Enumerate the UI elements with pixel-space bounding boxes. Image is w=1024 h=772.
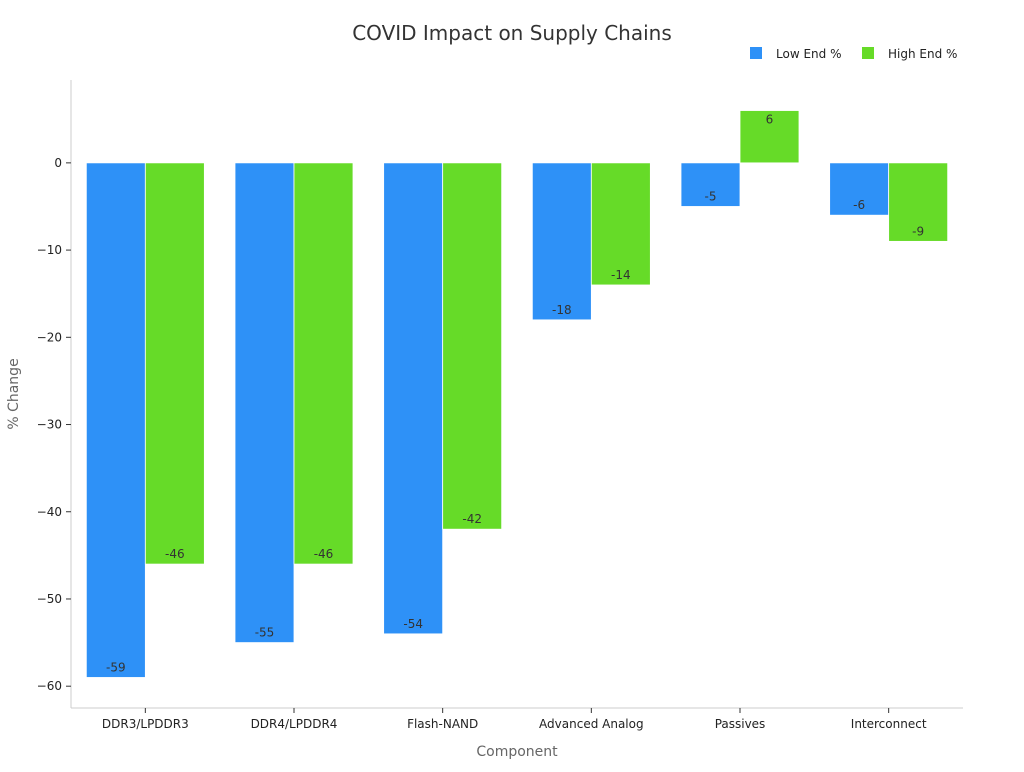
- x-tick-label: Passives: [715, 717, 766, 731]
- y-tick-label: −60: [37, 679, 62, 693]
- y-axis-label: % Change: [6, 358, 22, 429]
- data-label-high-end: -9: [912, 224, 924, 238]
- bar-high-end: [144, 162, 205, 565]
- bar-high-end: [739, 110, 800, 164]
- bar-low-end: [85, 162, 146, 678]
- data-label-low-end: -55: [255, 626, 275, 640]
- y-tick-label: −20: [37, 330, 62, 344]
- legend: Low End % High End %: [750, 47, 957, 61]
- data-label-high-end: -14: [611, 268, 631, 282]
- data-label-high-end: 6: [766, 113, 774, 127]
- data-label-low-end: -5: [705, 189, 717, 203]
- bar-high-end: [442, 162, 503, 530]
- y-tick-label: −50: [37, 592, 62, 606]
- chart-title: COVID Impact on Supply Chains: [352, 21, 672, 45]
- data-labels: -59 -55 -54 -18 -5 -6 -46 -46 -42 -14 6 -9: [106, 113, 924, 675]
- y-tick-label: −10: [37, 243, 62, 257]
- data-label-high-end: -42: [462, 512, 482, 526]
- legend-label-low-end: Low End %: [776, 47, 841, 61]
- y-tick-label: −40: [37, 505, 62, 519]
- legend-swatch-high-end: [862, 47, 874, 59]
- bar-low-end: [680, 162, 741, 207]
- data-label-high-end: -46: [165, 547, 185, 561]
- bar-high-end: [590, 162, 651, 286]
- legend-label-high-end: High End %: [888, 47, 957, 61]
- x-tick-label: Flash-NAND: [407, 717, 478, 731]
- x-axis: DDR3/LPDDR3 DDR4/LPDDR4 Flash-NAND Advanced…: [71, 707, 963, 731]
- bar-low-end: [383, 162, 444, 635]
- y-tick-label: −30: [37, 418, 62, 432]
- x-tick-label: DDR3/LPDDR3: [102, 717, 189, 731]
- x-tick-label: Advanced Analog: [539, 717, 644, 731]
- bars: [85, 110, 949, 678]
- x-axis-label: Component: [476, 744, 558, 760]
- bar-high-end: [293, 162, 354, 565]
- data-label-low-end: -59: [106, 660, 126, 674]
- data-label-low-end: -54: [403, 617, 423, 631]
- bar-high-end: [888, 162, 949, 242]
- y-tick-label: 0: [54, 156, 62, 170]
- data-label-low-end: -6: [853, 198, 865, 212]
- bar-low-end: [531, 162, 592, 321]
- legend-swatch-low-end: [750, 47, 762, 59]
- x-tick-label: DDR4/LPDDR4: [251, 717, 338, 731]
- x-tick-label: Interconnect: [851, 717, 927, 731]
- data-label-low-end: -18: [552, 303, 572, 317]
- bar-low-end: [234, 162, 295, 643]
- data-label-high-end: -46: [314, 547, 334, 561]
- y-axis: 0 −10 −20 −30 −40 −50 −60: [37, 80, 72, 708]
